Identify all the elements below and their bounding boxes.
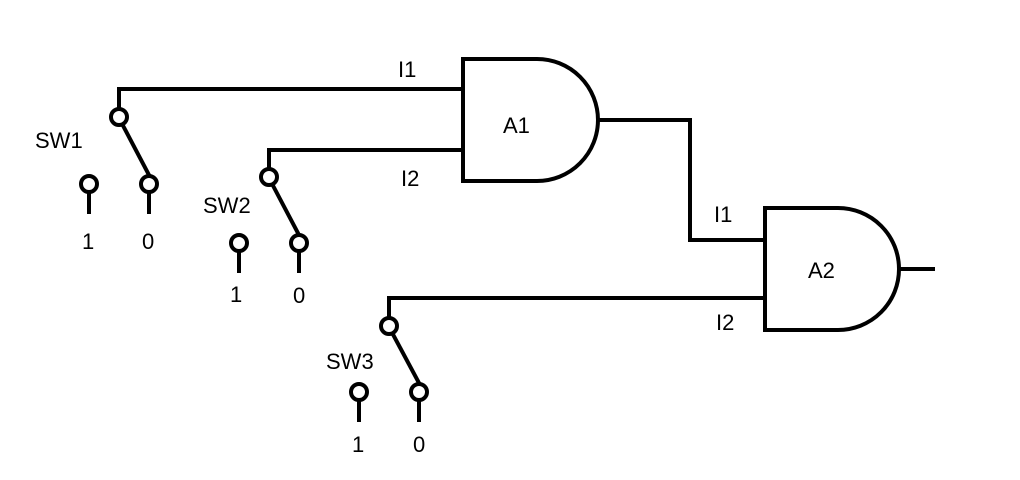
sw3-pivot xyxy=(379,316,399,336)
sw1-pivot xyxy=(109,107,129,127)
a2-input-i2-label: I2 xyxy=(716,310,734,335)
and-gate-a2 xyxy=(763,206,901,332)
sw3-zero-label: 0 xyxy=(413,432,425,457)
sw1-zero-label: 0 xyxy=(142,229,154,254)
wire-sw1-to-a1-i1 xyxy=(117,87,465,111)
sw2-label: SW2 xyxy=(203,193,251,218)
sw3-one-label: 1 xyxy=(352,432,364,457)
and-gate-a1 xyxy=(461,57,600,183)
sw2-terminal-1 xyxy=(229,233,249,253)
sw3-terminal-0 xyxy=(409,382,429,402)
sw2-pivot xyxy=(259,167,279,187)
sw2-terminal-0 xyxy=(289,233,309,253)
sw3-terminal-1 xyxy=(349,382,369,402)
wire-a1-out-to-a2-i1 xyxy=(596,118,767,242)
wire-sw3-to-a2-i2 xyxy=(387,296,767,320)
a1-input-i2-label: I2 xyxy=(401,166,419,191)
wire-sw2-to-a1-i2 xyxy=(267,148,465,171)
a1-label: A1 xyxy=(503,113,530,138)
sw2-zero-label: 0 xyxy=(293,283,305,308)
sw1-terminal-1 xyxy=(79,174,99,194)
sw1-one-label: 1 xyxy=(82,229,94,254)
sw1-terminal-0 xyxy=(139,174,159,194)
sw3-lever xyxy=(386,324,422,386)
sw2-lever xyxy=(266,175,302,238)
a2-input-i1-label: I1 xyxy=(714,202,732,227)
sw2-one-label: 1 xyxy=(230,282,242,307)
a1-input-i1-label: I1 xyxy=(398,57,416,82)
sw1-label: SW1 xyxy=(35,128,83,153)
sw3-label: SW3 xyxy=(326,349,374,374)
a2-label: A2 xyxy=(808,258,835,283)
sw1-lever xyxy=(116,115,152,178)
